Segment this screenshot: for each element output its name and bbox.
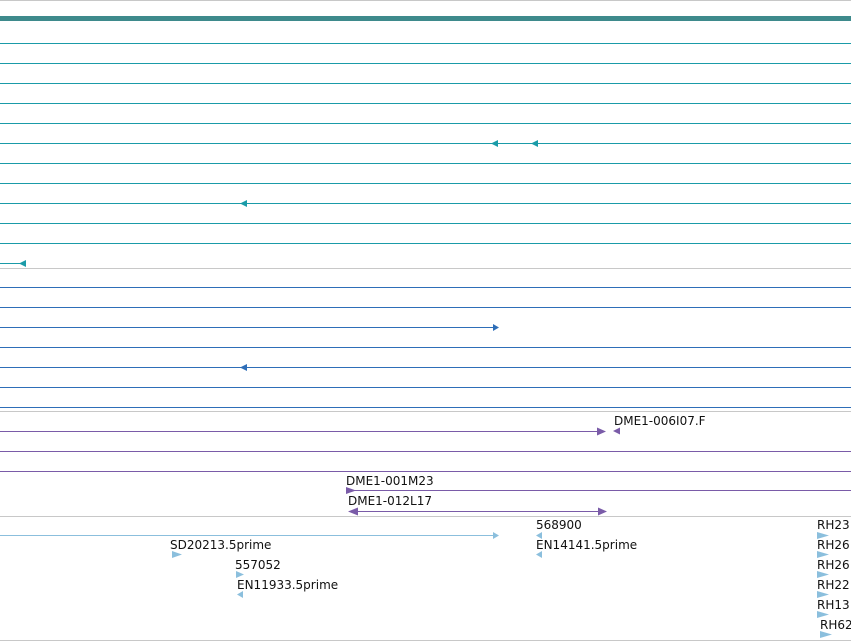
forward-arrow-icon [817,611,829,618]
reverse-arrow-icon [536,551,542,558]
cdna-label: DME1-006I07.F [614,414,706,428]
forward-arrow-icon [817,591,829,598]
est-label: SD20213.5prime [170,538,271,552]
est-label: 557052 [235,558,281,572]
reverse-arrow-icon [19,260,26,267]
reverse-arrow-icon [237,591,243,598]
forward-arrow-icon [493,324,499,331]
cdna-label: DME1-012L17 [348,494,432,508]
forward-arrow-icon [817,532,829,539]
teal-track-group [0,43,851,264]
reverse-arrow-icon [531,140,538,147]
forward-arrow-icon [598,507,607,516]
forward-arrow-icon [236,571,244,578]
track-header-bar [0,16,851,21]
est-label: RH26 [817,558,850,572]
forward-arrow-icon [817,571,829,578]
reverse-arrow-icon [491,140,498,147]
forward-arrow-icon [172,551,182,558]
teal-arrowheads [19,140,538,267]
forward-arrow-icon [817,551,829,558]
reverse-arrow-icon [348,507,358,516]
est-label: RH22 [817,578,850,592]
purple-track-group [0,431,851,512]
reverse-arrow-icon [240,200,247,207]
reverse-arrow-icon [240,364,247,371]
purple-arrowheads [346,427,620,516]
est-label: RH62 [820,618,851,632]
reverse-arrow-icon [536,532,542,539]
est-label: RH23 [817,518,850,532]
est-label: RH13 [817,598,850,612]
forward-arrow-icon [820,631,832,638]
forward-arrow-icon [597,427,606,436]
forward-arrow-icon [493,532,499,539]
est-label: 568900 [536,518,582,532]
blue-track-group [0,287,851,408]
cdna-label: DME1-001M23 [346,474,434,488]
blue-arrowheads [240,324,499,371]
forward-arrow-icon [346,487,356,494]
est-arrowheads [172,532,832,638]
reverse-arrow-icon [613,427,620,435]
est-label: EN14141.5prime [536,538,637,552]
est-label: RH26 [817,538,850,552]
est-label: EN11933.5prime [237,578,338,592]
